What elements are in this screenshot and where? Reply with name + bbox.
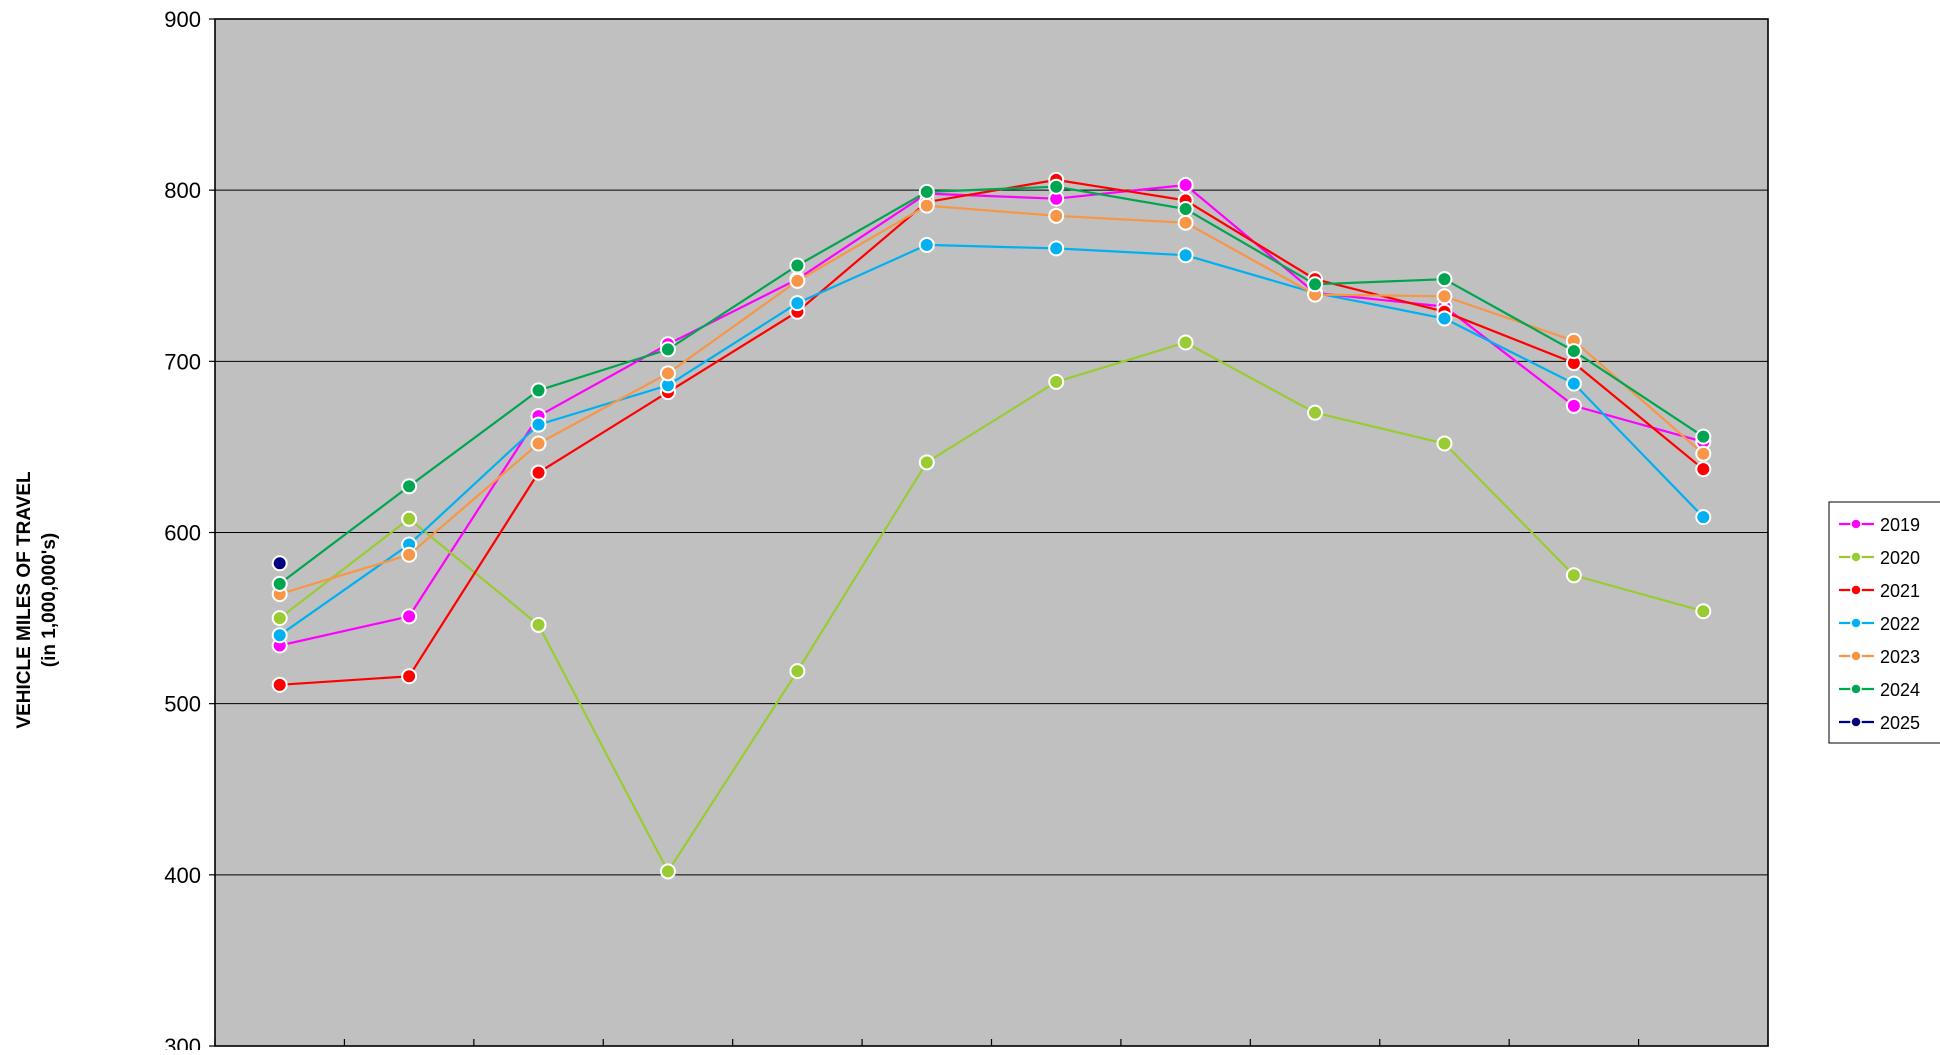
- data-point-2024: [918, 183, 935, 200]
- legend-item-2025: 2025: [1839, 713, 1920, 733]
- data-point-2024: [789, 257, 806, 274]
- data-point-2023: [1048, 207, 1065, 224]
- legend-item-2024: 2024: [1839, 680, 1920, 700]
- legend-item-2019: 2019: [1839, 515, 1920, 535]
- y-tick-label: 700: [164, 349, 201, 374]
- data-point-2021: [1695, 461, 1712, 478]
- data-point-2024: [1695, 428, 1712, 445]
- y-tick-label: 400: [164, 863, 201, 888]
- data-point-2024: [1565, 343, 1582, 360]
- plot-border: [214, 18, 1769, 1047]
- legend: 2019 2020 2021 2022 2023 2024 2025: [1828, 501, 1940, 744]
- y-tick-label: 600: [164, 521, 201, 546]
- y-tick-label: 800: [164, 178, 201, 203]
- data-point-2019: [401, 608, 418, 625]
- legend-label: 2019: [1880, 515, 1920, 535]
- legend-label: 2020: [1880, 548, 1920, 568]
- data-point-2019: [1565, 397, 1582, 414]
- series-line-2022: [279, 243, 1705, 637]
- data-point-2020: [1436, 435, 1453, 452]
- data-point-2023: [1177, 214, 1194, 231]
- data-point-2021: [530, 464, 547, 481]
- data-point-2024: [530, 382, 547, 399]
- series-2020: [271, 334, 1712, 880]
- x-axis-ticks: [214, 1039, 1769, 1046]
- data-point-2022: [789, 295, 806, 312]
- data-point-2022: [1177, 247, 1194, 264]
- legend-item-2021: 2021: [1839, 581, 1920, 601]
- data-point-2023: [1695, 445, 1712, 462]
- legend-marker: [1850, 716, 1862, 728]
- data-point-2023: [530, 435, 547, 452]
- y-axis-ticks: 300 400 500 600 700 800 900: [164, 7, 215, 1055]
- legend-label: 2021: [1880, 581, 1920, 601]
- data-point-2022: [918, 236, 935, 253]
- data-point-2024: [1436, 271, 1453, 288]
- data-point-2024: [271, 575, 288, 592]
- data-point-2020: [659, 863, 676, 880]
- legend-label: 2022: [1880, 614, 1920, 634]
- data-point-2020: [401, 510, 418, 527]
- series-2025: [271, 555, 288, 572]
- series-2024: [271, 178, 1712, 592]
- data-point-2024: [1307, 276, 1324, 293]
- data-point-2020: [1695, 603, 1712, 620]
- data-point-2020: [789, 663, 806, 680]
- legend-marker: [1850, 584, 1862, 596]
- legend-marker: [1850, 650, 1862, 662]
- data-point-2023: [659, 365, 676, 382]
- data-point-2020: [1048, 373, 1065, 390]
- data-point-2022: [271, 627, 288, 644]
- legend-marker: [1850, 551, 1862, 563]
- legend-label: 2025: [1880, 713, 1920, 733]
- data-point-2024: [1177, 200, 1194, 217]
- data-point-2024: [401, 478, 418, 495]
- legend-item-2020: 2020: [1839, 548, 1920, 568]
- data-point-2020: [271, 610, 288, 627]
- data-point-2020: [918, 454, 935, 471]
- y-tick-label: 900: [164, 7, 201, 32]
- data-point-2020: [1307, 404, 1324, 421]
- legend-label: 2024: [1880, 680, 1920, 700]
- legend-marker: [1850, 617, 1862, 629]
- data-point-2024: [1048, 178, 1065, 195]
- series-line-2024: [279, 185, 1704, 585]
- data-point-2024: [659, 341, 676, 358]
- data-point-2025: [271, 555, 288, 572]
- data-point-2020: [530, 616, 547, 633]
- legend-item-2022: 2022: [1839, 614, 1920, 634]
- legend-marker: [1850, 683, 1862, 695]
- y-tick-label: 300: [164, 1034, 201, 1050]
- data-point-2021: [401, 668, 418, 685]
- y-axis-label: VEHICLE MILES OF TRAVEL: [14, 471, 35, 729]
- data-point-2023: [401, 546, 418, 563]
- y-axis-title: VEHICLE MILES OF TRAVEL (in 1,000,000's): [14, 471, 60, 729]
- gridlines: [215, 189, 1768, 876]
- data-point-2022: [1695, 509, 1712, 526]
- legend-label: 2023: [1880, 647, 1920, 667]
- series-line-2023: [279, 204, 1705, 596]
- legend-item-2023: 2023: [1839, 647, 1920, 667]
- legend-marker: [1850, 518, 1862, 530]
- series-line-2019: [279, 183, 1704, 647]
- data-point-2020: [1177, 334, 1194, 351]
- y-axis-sublabel: (in 1,000,000's): [39, 533, 60, 667]
- data-point-2023: [1436, 288, 1453, 305]
- series-2022: [271, 236, 1712, 644]
- series-line-2020: [279, 341, 1704, 874]
- data-point-2022: [530, 416, 547, 433]
- data-point-2020: [1565, 567, 1582, 584]
- data-point-2023: [918, 197, 935, 214]
- data-point-2022: [1436, 310, 1453, 327]
- series-line-2021: [279, 178, 1704, 686]
- data-point-2019: [1177, 177, 1194, 194]
- data-point-2022: [1565, 375, 1582, 392]
- data-point-2023: [789, 272, 806, 289]
- data-point-2021: [271, 676, 288, 693]
- y-tick-label: 500: [164, 692, 201, 717]
- data-point-2022: [1048, 240, 1065, 257]
